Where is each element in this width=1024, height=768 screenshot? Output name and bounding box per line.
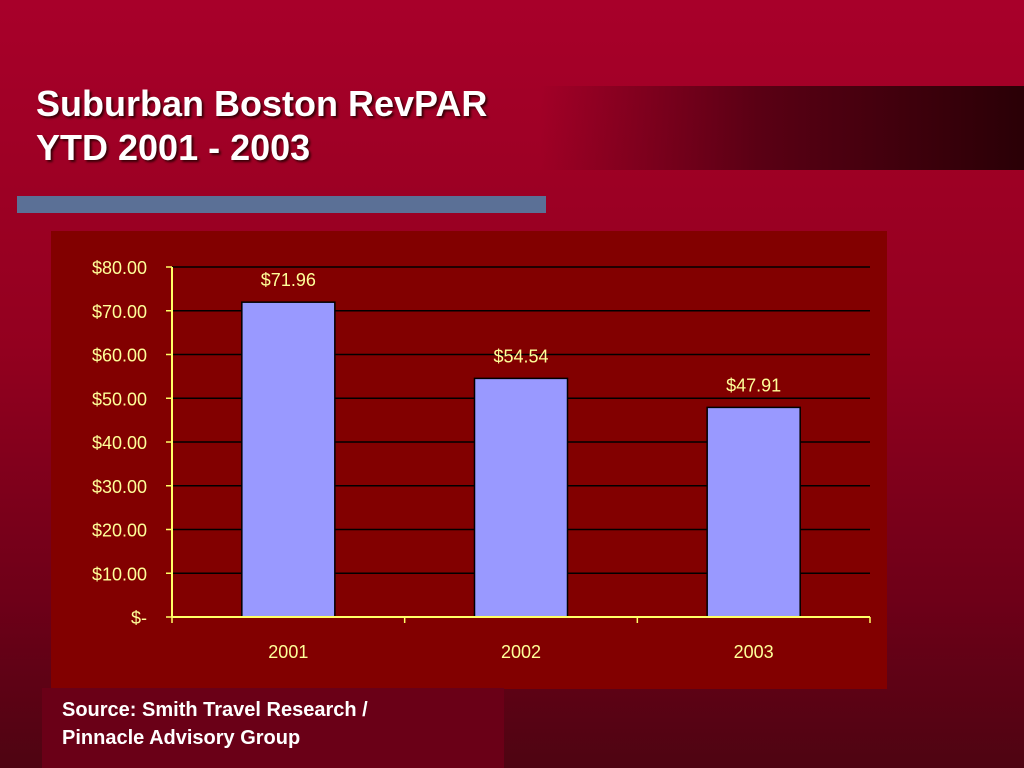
y-tick-label: $50.00: [92, 389, 147, 409]
data-label: $54.54: [493, 346, 548, 366]
slide-title: Suburban Boston RevPAR YTD 2001 - 2003: [36, 82, 487, 170]
bars: [241, 301, 801, 618]
y-tick-label: $70.00: [92, 302, 147, 322]
bar-2001: [241, 301, 336, 618]
y-tick-label: $30.00: [92, 477, 147, 497]
source-line-2: Pinnacle Advisory Group: [62, 727, 301, 749]
x-tick-label: 2001: [268, 642, 308, 662]
chart-panel: $- $10.00 $20.00 $30.00 $40.00 $50.00 $60.00 $7…: [51, 231, 887, 689]
y-tick-label: $10.00: [92, 564, 147, 584]
y-tick-label: $40.00: [92, 433, 147, 453]
bar-2003: [706, 406, 801, 618]
source-line-1: Source: Smith Travel Research /: [62, 699, 368, 721]
x-tick-label: 2003: [734, 642, 774, 662]
y-tick-label: $60.00: [92, 346, 147, 366]
y-tick-label: $80.00: [92, 258, 147, 278]
source-note: Source: Smith Travel Research / Pinnacle…: [62, 696, 368, 752]
y-tick-label: $20.00: [92, 521, 147, 541]
y-tick-labels: $- $10.00 $20.00 $30.00 $40.00 $50.00 $60.00 $7…: [92, 258, 147, 628]
x-tick-labels: 2001 2002 2003: [268, 642, 773, 662]
data-label: $71.96: [261, 270, 316, 290]
data-labels: $71.96 $54.54 $47.91: [261, 270, 781, 395]
title-underline-bar: [17, 196, 546, 213]
data-label: $47.91: [726, 375, 781, 395]
slide-title-line-1: Suburban Boston RevPAR: [36, 83, 488, 124]
axes: [166, 266, 871, 623]
source-box: [42, 688, 504, 768]
bar-2002: [473, 377, 569, 618]
slide-title-line-2: YTD 2001 - 2003: [36, 127, 311, 168]
title-accent-band: [540, 86, 1024, 170]
y-tick-label: $-: [131, 608, 147, 628]
x-tick-label: 2002: [501, 642, 541, 662]
revpar-bar-chart: $- $10.00 $20.00 $30.00 $40.00 $50.00 $60.00 $7…: [92, 258, 871, 662]
